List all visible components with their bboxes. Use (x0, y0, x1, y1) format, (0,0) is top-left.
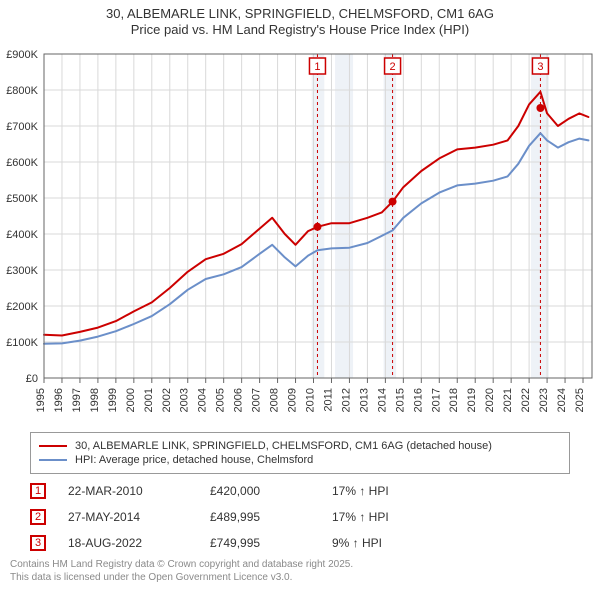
sale-row: 3 18-AUG-2022 £749,995 9% ↑ HPI (30, 530, 570, 556)
x-tick-label: 2021 (502, 388, 514, 412)
y-tick-label: £100K (6, 337, 38, 349)
sale-row-price: £749,995 (210, 536, 310, 550)
x-tick-label: 2009 (287, 388, 299, 412)
x-tick-label: 2006 (233, 388, 245, 412)
y-tick-label: £0 (26, 373, 38, 385)
shaded-band (531, 54, 549, 378)
x-tick-label: 2002 (161, 388, 173, 412)
x-tick-label: 2010 (305, 388, 317, 412)
sale-row-change: 17% ↑ HPI (332, 484, 432, 498)
chart-legend: 30, ALBEMARLE LINK, SPRINGFIELD, CHELMSF… (30, 432, 570, 474)
x-tick-label: 2024 (556, 388, 568, 412)
x-tick-label: 2018 (448, 388, 460, 412)
x-tick-label: 2008 (269, 388, 281, 412)
y-tick-label: £400K (6, 229, 38, 241)
x-tick-label: 2017 (430, 388, 442, 412)
y-tick-label: £600K (6, 157, 38, 169)
sale-marker-number: 2 (390, 61, 396, 73)
x-tick-label: 2001 (143, 388, 155, 412)
x-tick-label: 2019 (466, 388, 478, 412)
chart-title: 30, ALBEMARLE LINK, SPRINGFIELD, CHELMSF… (0, 0, 600, 39)
x-tick-label: 2025 (574, 388, 586, 412)
sales-table: 1 22-MAR-2010 £420,000 17% ↑ HPI 2 27-MAY-201… (30, 478, 570, 556)
y-tick-label: £900K (6, 49, 38, 61)
x-tick-label: 2014 (376, 388, 388, 412)
x-tick-label: 2022 (520, 388, 532, 412)
sale-marker-number: 3 (537, 61, 543, 73)
y-tick-label: £200K (6, 301, 38, 313)
chart-svg: £0 £100K £200K £300K £400K £500K £600K £700K £80… (0, 44, 600, 424)
sale-row-change: 17% ↑ HPI (332, 510, 432, 524)
title-line-1: 30, ALBEMARLE LINK, SPRINGFIELD, CHELMSF… (0, 6, 600, 22)
x-tick-label: 1996 (53, 388, 65, 412)
x-tick-label: 2005 (215, 388, 227, 412)
sale-row-date: 22-MAR-2010 (68, 484, 188, 498)
legend-label: 30, ALBEMARLE LINK, SPRINGFIELD, CHELMSF… (75, 440, 492, 452)
sale-marker-number: 1 (314, 61, 320, 73)
x-tick-label: 1995 (35, 388, 47, 412)
sale-row-price: £489,995 (210, 510, 310, 524)
price-chart: £0 £100K £200K £300K £400K £500K £600K £700K £80… (0, 44, 600, 424)
legend-swatch (39, 459, 67, 461)
y-tick-label: £300K (6, 265, 38, 277)
x-tick-label: 2003 (179, 388, 191, 412)
y-tick-label: £800K (6, 85, 38, 97)
legend-label: HPI: Average price, detached house, Chel… (75, 454, 313, 466)
sale-row-marker: 2 (30, 509, 46, 525)
shaded-band (335, 54, 353, 378)
x-tick-label: 2023 (538, 388, 550, 412)
x-tick-label: 2020 (484, 388, 496, 412)
legend-item: HPI: Average price, detached house, Chel… (39, 453, 561, 467)
copyright-footnote: Contains HM Land Registry data © Crown c… (10, 559, 353, 584)
x-tick-label: 2000 (125, 388, 137, 412)
sale-row-date: 27-MAY-2014 (68, 510, 188, 524)
footnote-line-1: Contains HM Land Registry data © Crown c… (10, 559, 353, 572)
x-tick-label: 2012 (340, 388, 352, 412)
sale-price-dot (536, 104, 544, 112)
sale-row-price: £420,000 (210, 484, 310, 498)
x-tick-label: 2004 (197, 388, 209, 412)
sale-row: 2 27-MAY-2014 £489,995 17% ↑ HPI (30, 504, 570, 530)
legend-swatch (39, 445, 67, 447)
sale-row: 1 22-MAR-2010 £420,000 17% ↑ HPI (30, 478, 570, 504)
sale-row-change: 9% ↑ HPI (332, 536, 432, 550)
title-line-2: Price paid vs. HM Land Registry's House … (0, 22, 600, 38)
footnote-line-2: This data is licensed under the Open Gov… (10, 572, 353, 585)
x-tick-label: 2016 (412, 388, 424, 412)
x-tick-label: 2011 (322, 388, 334, 412)
y-tick-label: £700K (6, 121, 38, 133)
x-tick-label: 1997 (71, 388, 83, 412)
legend-item: 30, ALBEMARLE LINK, SPRINGFIELD, CHELMSF… (39, 439, 561, 453)
x-tick-label: 1998 (89, 388, 101, 412)
sale-row-marker: 3 (30, 535, 46, 551)
x-tick-label: 2013 (358, 388, 370, 412)
x-tick-label: 2007 (251, 388, 263, 412)
sale-row-marker: 1 (30, 483, 46, 499)
sale-row-date: 18-AUG-2022 (68, 536, 188, 550)
x-tick-label: 2015 (394, 388, 406, 412)
x-tick-label: 1999 (107, 388, 119, 412)
y-tick-label: £500K (6, 193, 38, 205)
